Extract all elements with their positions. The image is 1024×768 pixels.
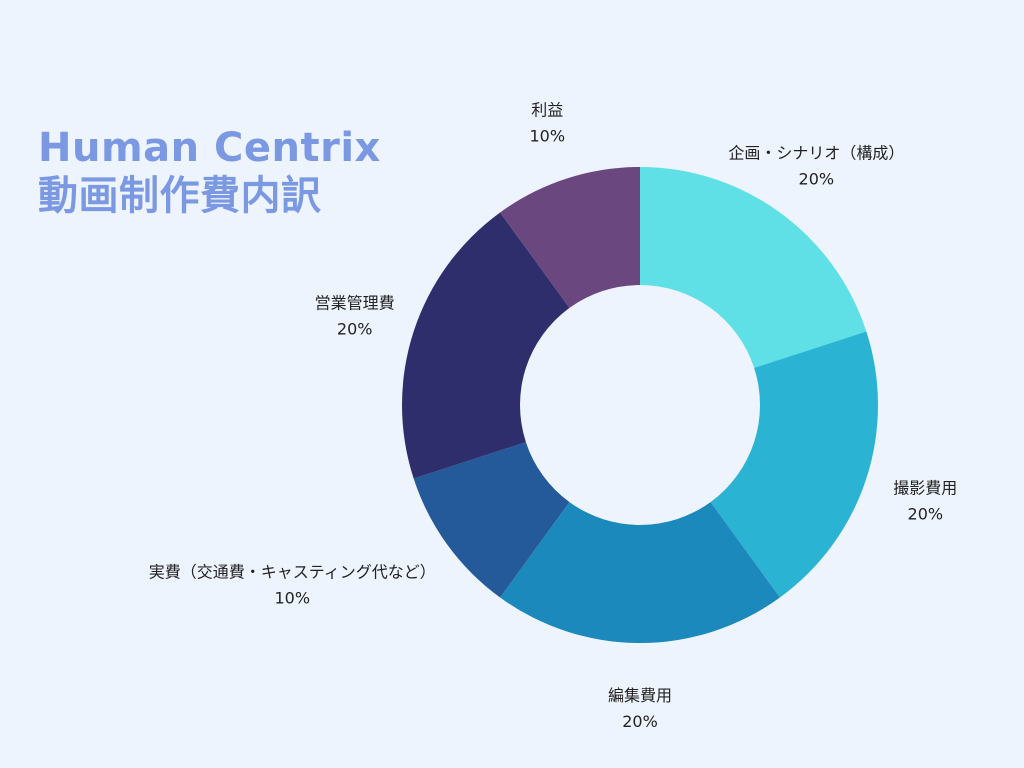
slice-value-label-1: 20% (799, 169, 835, 188)
slice-value-label-6: 10% (530, 127, 566, 146)
slice-label-1: 企画・シナリオ（構成） (728, 143, 904, 162)
slice-value-label-4: 10% (275, 588, 311, 607)
chart-title-line-1: Human Centrix (38, 125, 381, 171)
donut-slice-2 (710, 331, 879, 598)
donut-slice-6 (500, 167, 640, 308)
donut-slice-3 (500, 502, 780, 644)
slice-label-5: 営業管理費 (315, 293, 395, 312)
slice-value-label-3: 20% (622, 712, 658, 731)
donut-slice-5 (402, 212, 570, 479)
slice-label-6: 利益 (531, 101, 563, 120)
chart-title: Human Centrix 動画制作費内訳 (38, 124, 381, 220)
donut-slice-1 (640, 167, 867, 368)
slice-label-3: 編集費用 (608, 686, 672, 705)
slice-label-2: 撮影費用 (893, 479, 957, 498)
slice-label-4: 実費（交通費・キャスティング代など） (149, 562, 436, 581)
donut-slice-4 (413, 442, 570, 598)
slice-value-label-5: 20% (337, 319, 373, 338)
slice-value-label-2: 20% (908, 505, 944, 524)
chart-title-line-2: 動画制作費内訳 (38, 173, 322, 219)
